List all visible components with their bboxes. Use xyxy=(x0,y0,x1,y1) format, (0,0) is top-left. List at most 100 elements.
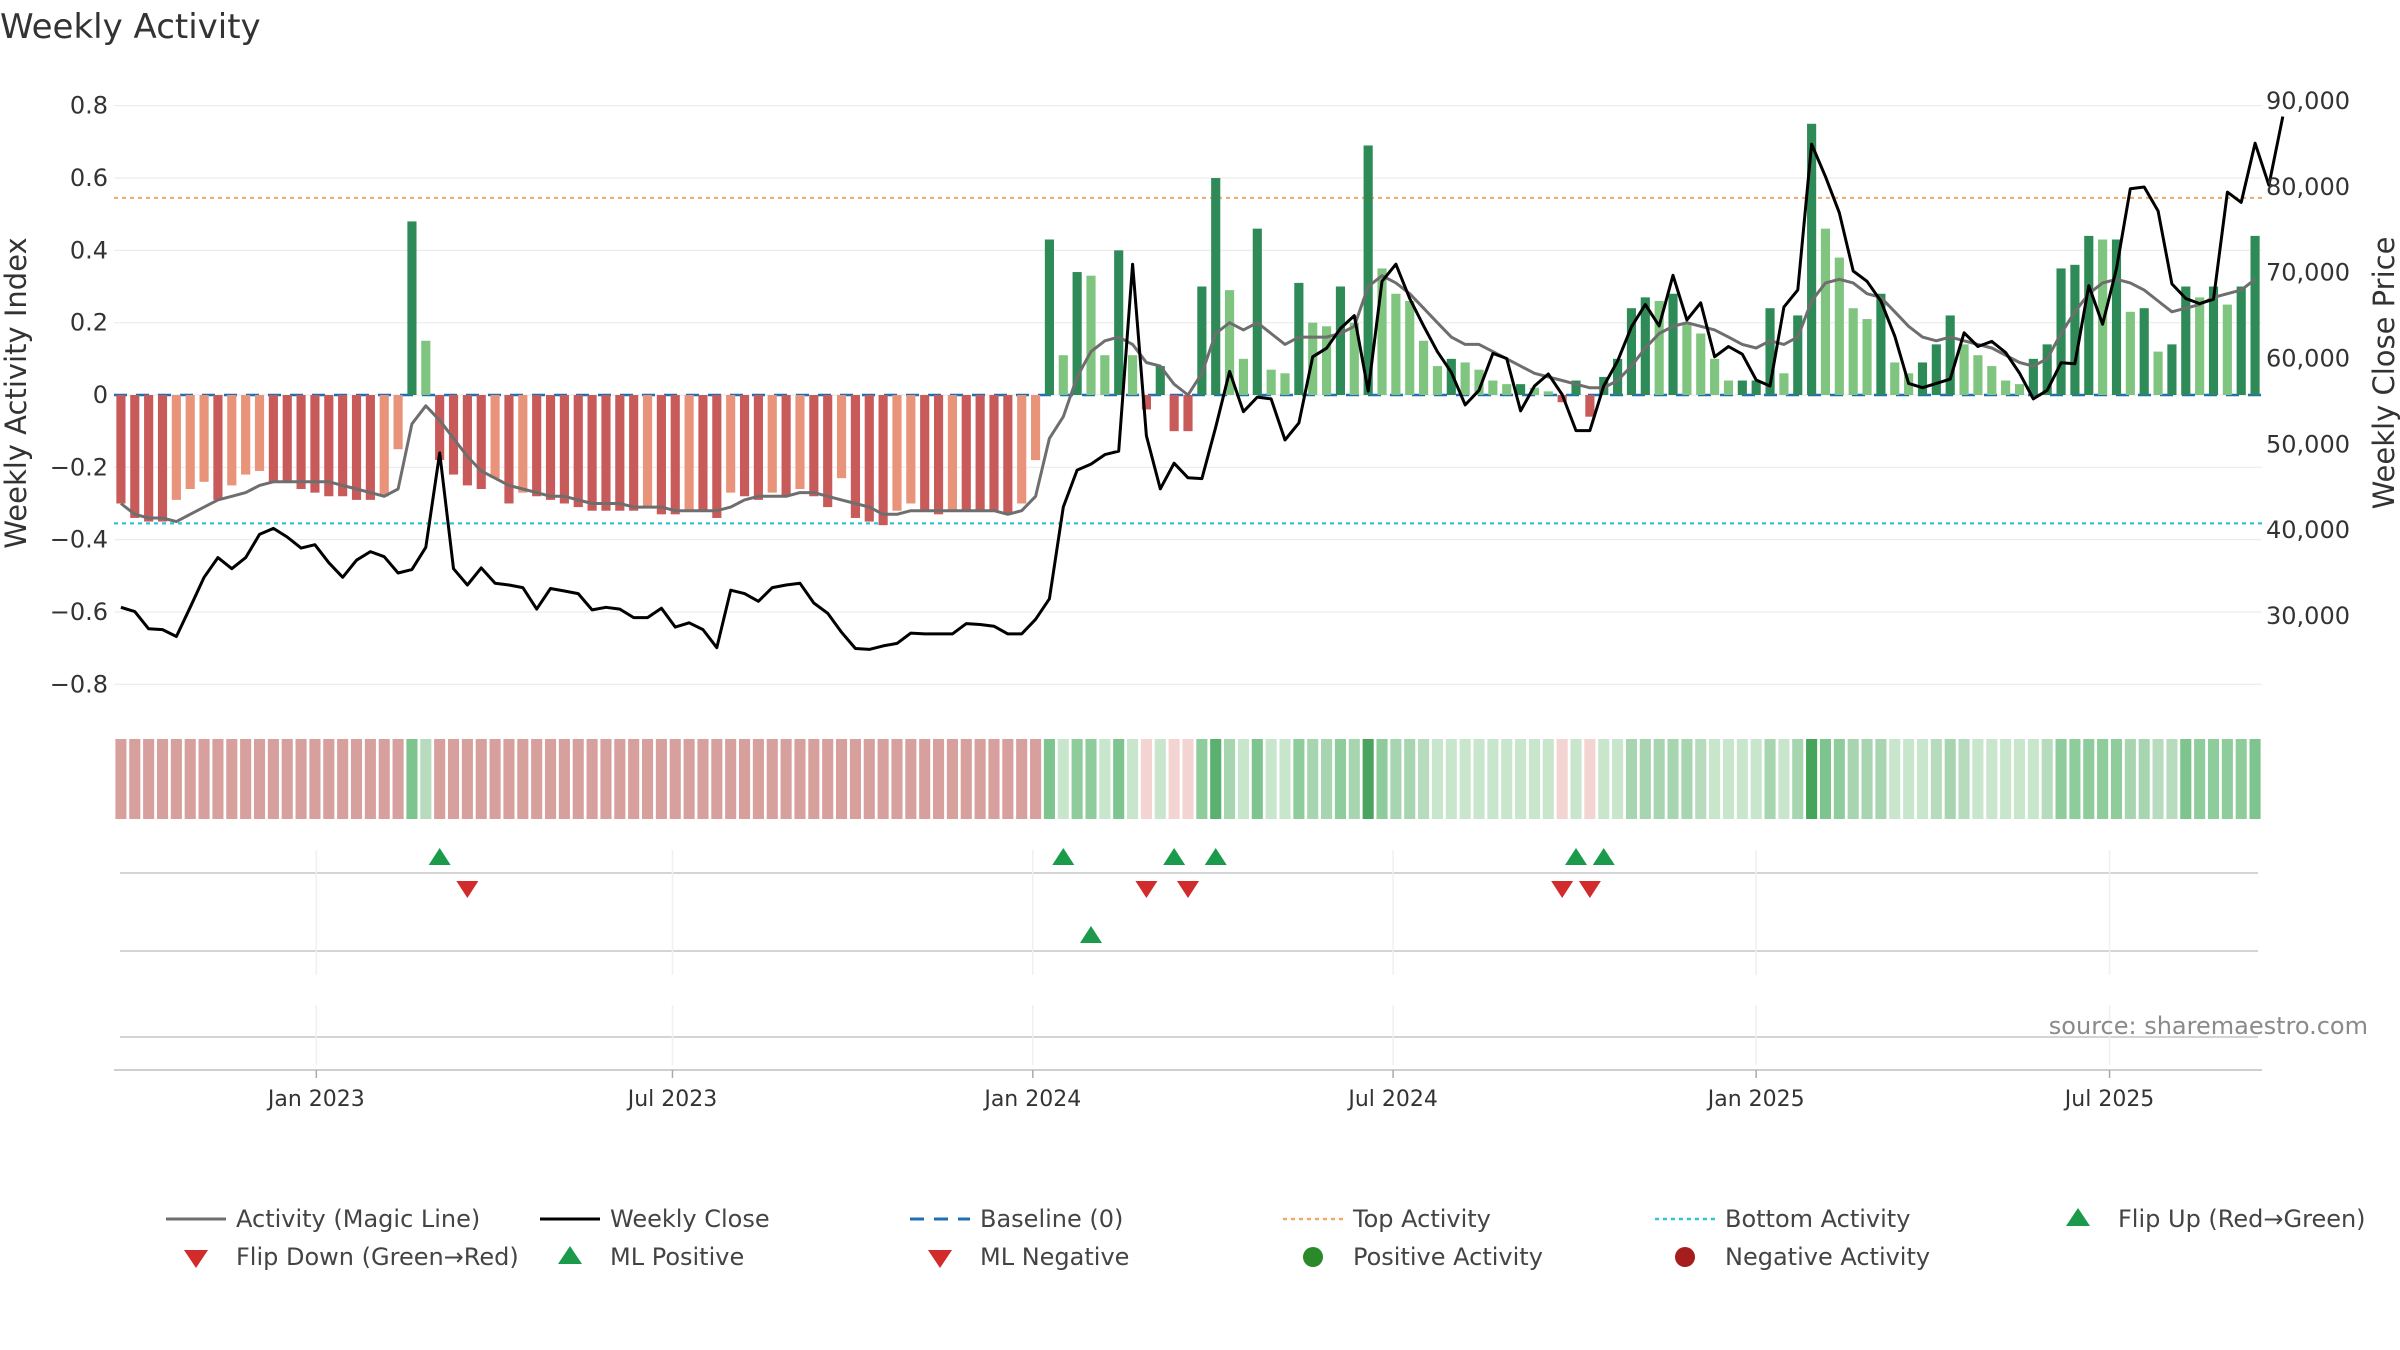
strip-cell xyxy=(420,739,432,819)
activity-bar xyxy=(2236,286,2246,395)
strip-cell xyxy=(1833,739,1845,819)
activity-bar xyxy=(1834,257,1844,395)
strip-cell xyxy=(2000,739,2012,819)
strip-cell xyxy=(1002,739,1014,819)
strip-cell xyxy=(1362,739,1374,819)
activity-bar xyxy=(947,395,957,511)
legend-label: Bottom Activity xyxy=(1725,1205,1910,1233)
activity-bar xyxy=(1585,395,1595,417)
activity-bar xyxy=(823,395,833,508)
activity-bar xyxy=(351,395,362,500)
strip-cell xyxy=(1487,739,1499,819)
strip-cell xyxy=(2055,739,2067,819)
strip-cell xyxy=(2180,739,2192,819)
activity-bar xyxy=(1197,286,1207,395)
strip-cell xyxy=(1792,739,1804,819)
legend: Activity (Magic Line) Weekly Close Baselin… xyxy=(166,1205,2366,1271)
strip-cell xyxy=(517,739,529,819)
activity-bar xyxy=(1169,395,1179,432)
activity-bar xyxy=(1571,380,1581,395)
strip-cell xyxy=(2235,739,2247,819)
strip-cell xyxy=(1265,739,1277,819)
strip-cell xyxy=(960,739,972,819)
activity-bar xyxy=(1391,293,1401,395)
flip-down-marker xyxy=(456,881,479,898)
activity-bar xyxy=(1072,272,1082,395)
legend-item-magic: Activity (Magic Line) xyxy=(166,1205,480,1233)
activity-bar xyxy=(1793,315,1803,395)
flip-up-marker xyxy=(1565,848,1588,865)
strip-cell xyxy=(170,739,182,819)
activity-bar xyxy=(268,395,278,482)
y2-axis-label: Weekly Close Price xyxy=(2367,237,2400,510)
activity-bar xyxy=(1003,395,1013,515)
strip-cell xyxy=(1307,739,1319,819)
activity-bar xyxy=(1723,380,1734,395)
activity-heat-strip xyxy=(115,739,2261,819)
strip-cell xyxy=(1154,739,1166,819)
series-lines xyxy=(119,116,2285,651)
legend-item-flipup: Flip Up (Red→Green) xyxy=(2066,1205,2366,1233)
strip-cell xyxy=(2069,739,2081,819)
strip-cell xyxy=(503,739,515,819)
strip-cell xyxy=(849,739,861,819)
activity-bar xyxy=(518,395,528,493)
activity-bar xyxy=(698,395,708,511)
flip-down-marker xyxy=(1551,881,1574,898)
strip-cell xyxy=(1043,739,1055,819)
strip-cell xyxy=(212,739,224,819)
strip-cell xyxy=(406,739,418,819)
activity-bar xyxy=(684,395,694,511)
strip-cell xyxy=(1653,739,1665,819)
activity-bar xyxy=(1017,395,1027,504)
strip-cell xyxy=(129,739,141,819)
strip-cell xyxy=(1030,739,1042,819)
activity-bar xyxy=(1363,145,1373,395)
strip-cell xyxy=(655,739,667,819)
legend-swatch xyxy=(1303,1247,1323,1267)
activity-bar xyxy=(2070,264,2080,395)
strip-cell xyxy=(974,739,986,819)
flip-down-marker xyxy=(1177,881,1199,898)
strip-cell xyxy=(988,739,1000,819)
legend-item-mlpos: ML Positive xyxy=(558,1243,744,1271)
y-tick-label: −0.8 xyxy=(50,670,108,698)
event-marker-rows xyxy=(114,848,2262,1071)
legend-label: Baseline (0) xyxy=(980,1205,1123,1233)
legend-label: Flip Down (Green→Red) xyxy=(236,1243,519,1271)
activity-bar xyxy=(2125,311,2135,395)
strip-cell xyxy=(1750,739,1762,819)
y2-tick-label: 80,000 xyxy=(2266,173,2350,201)
strip-cell xyxy=(1986,739,1998,819)
strip-cell xyxy=(1944,739,1956,819)
legend-label: Flip Up (Red→Green) xyxy=(2118,1205,2366,1233)
activity-bar xyxy=(171,395,181,500)
strip-cell xyxy=(725,739,737,819)
x-tick-label: Jan 2023 xyxy=(266,1087,365,1112)
activity-bar xyxy=(1155,366,1165,395)
strip-cell xyxy=(1418,739,1430,819)
strip-cell xyxy=(2124,739,2136,819)
activity-bar xyxy=(2208,286,2219,395)
activity-bar xyxy=(1349,322,1359,395)
strip-cell xyxy=(586,739,598,819)
activity-bar xyxy=(1294,282,1304,395)
activity-bar xyxy=(324,395,334,497)
flip-up-marker xyxy=(428,848,451,865)
strip-cell xyxy=(877,739,889,819)
activity-bar xyxy=(1030,395,1041,461)
strip-cell xyxy=(1695,739,1707,819)
activity-bar xyxy=(2111,239,2122,395)
strip-cell xyxy=(1903,739,1915,819)
activity-bar xyxy=(601,395,611,511)
strip-cell xyxy=(1612,739,1624,819)
strip-cell xyxy=(1584,739,1596,819)
chart-title: Weekly Activity xyxy=(0,7,261,47)
activity-bar xyxy=(1114,250,1124,395)
activity-bar xyxy=(1973,355,1983,395)
strip-cell xyxy=(392,739,404,819)
activity-bar xyxy=(1335,286,1346,395)
strip-cell xyxy=(1501,739,1513,819)
strip-cell xyxy=(891,739,903,819)
